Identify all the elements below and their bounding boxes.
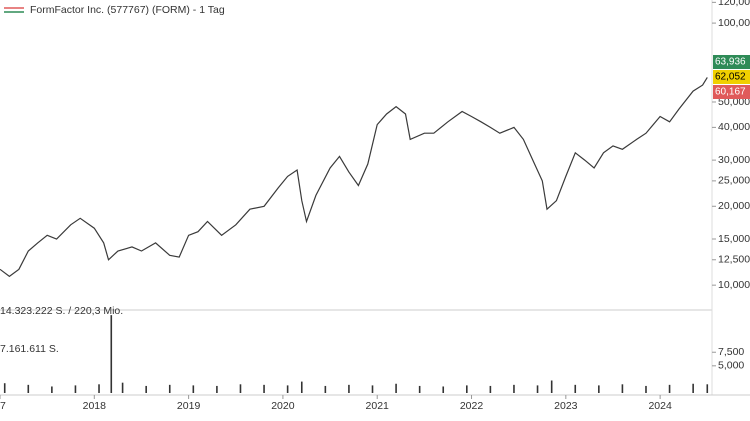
volume-bar (645, 385, 647, 393)
volume-bar (442, 386, 445, 393)
volume-bar (192, 385, 195, 393)
volume-bar (27, 384, 30, 393)
x-tick-label: 2022 (460, 400, 484, 412)
x-tick-label: 2023 (554, 400, 578, 412)
volume-bar (239, 384, 242, 393)
volume-bar (466, 385, 468, 393)
price-badge (713, 85, 750, 99)
volume-bar (286, 385, 289, 393)
x-tick-label: 2021 (366, 400, 390, 412)
chart-title: FormFactor Inc. (577767) (FORM) - 1 Tag (30, 4, 225, 16)
y-tick-label: 7,500 (718, 346, 744, 358)
x-tick-label: 2024 (648, 400, 672, 412)
y-tick-label: 12,500 (718, 254, 750, 266)
volume-bar (395, 383, 397, 393)
x-tick-label: 2019 (177, 400, 201, 412)
volume-bar (418, 385, 421, 393)
volume-bar (574, 384, 577, 393)
price-line (0, 77, 708, 278)
volume-bar (145, 385, 147, 393)
price-badge (713, 55, 750, 69)
price-badge-label: 62,052 (715, 72, 746, 83)
volume-bar (598, 385, 600, 393)
volume-bar (168, 384, 171, 393)
x-tick-label: 2020 (271, 400, 295, 412)
volume-bar (216, 385, 218, 393)
price-badge-label: 63,936 (715, 57, 746, 68)
y-tick-label: 120,00 (718, 0, 750, 8)
volume-bar (348, 384, 350, 393)
volume-bar (74, 385, 77, 393)
y-tick-label: 100,00 (718, 17, 750, 29)
volume-bar (263, 384, 265, 393)
price-badge-label: 60,167 (715, 87, 746, 98)
volume-bar (98, 384, 100, 393)
volume-bar (621, 384, 624, 393)
x-tick-label: 2018 (83, 400, 107, 412)
volume-bar (371, 385, 374, 393)
y-tick-label: 40,000 (718, 121, 750, 133)
volume-bar (3, 383, 6, 393)
volume-bar (324, 385, 327, 393)
y-tick-label: 5,000 (718, 360, 744, 372)
volume-bar (536, 385, 539, 393)
volume-bar (51, 386, 53, 393)
volume-bar (489, 385, 492, 393)
volume-bar (550, 380, 553, 393)
volume-bar (300, 381, 303, 393)
y-tick-label: 30,000 (718, 154, 750, 166)
volume-bar (513, 384, 515, 393)
volume-annotation: 14.323.222 S. / 220,3 Mio. (0, 305, 123, 317)
y-tick-label: 15,000 (718, 233, 750, 245)
price-badge (713, 70, 750, 84)
volume-bar (706, 384, 709, 393)
volume-bar (110, 315, 113, 393)
x-tick-label: 17 (0, 400, 6, 412)
y-tick-label: 20,000 (718, 200, 750, 212)
volume-bar (692, 383, 694, 393)
volume-annotation: 7.161.611 S. (0, 343, 59, 355)
y-tick-label: 10,000 (718, 279, 750, 291)
y-tick-label: 25,000 (718, 175, 750, 187)
volume-bar (668, 384, 671, 393)
volume-bar (121, 382, 124, 393)
